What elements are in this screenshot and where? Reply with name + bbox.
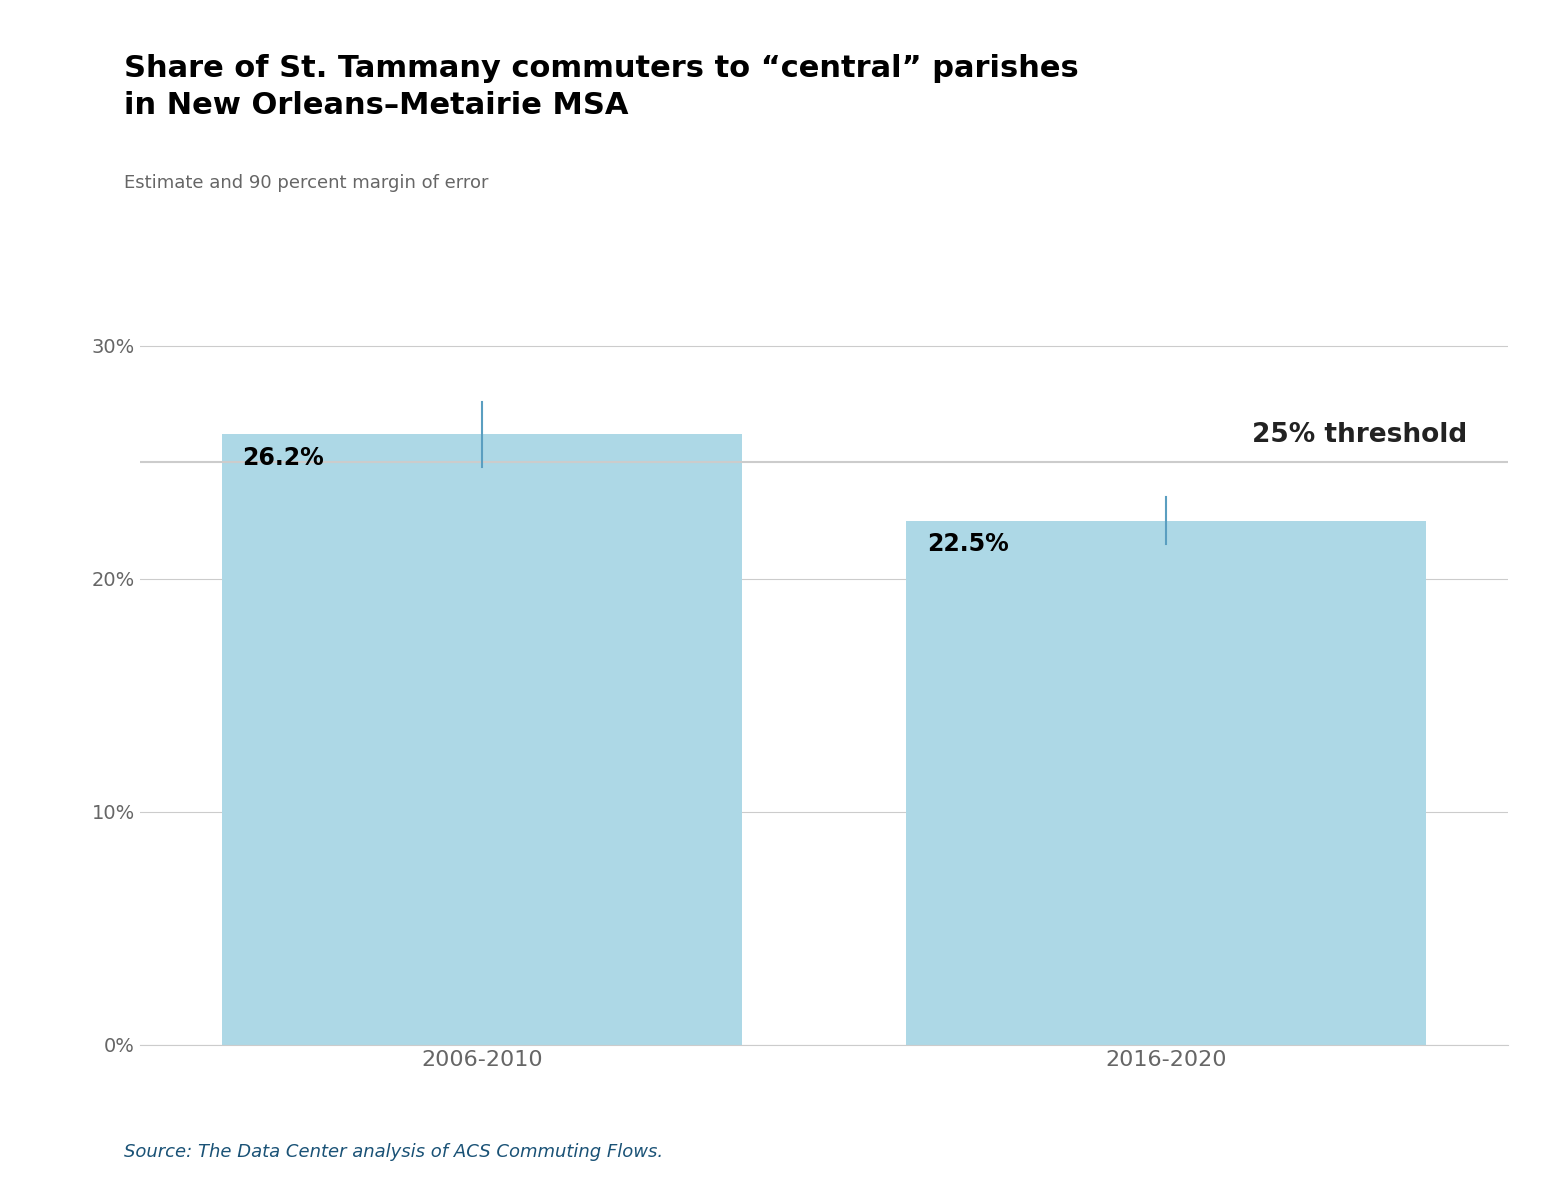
Text: 25% threshold: 25% threshold [1252, 423, 1468, 448]
Text: Share of St. Tammany commuters to “central” parishes
in New Orleans–Metairie MSA: Share of St. Tammany commuters to “centr… [124, 54, 1079, 120]
Text: Estimate and 90 percent margin of error: Estimate and 90 percent margin of error [124, 174, 488, 192]
Text: 26.2%: 26.2% [243, 446, 325, 470]
Bar [907, 520, 1426, 1045]
Text: Source: The Data Center analysis of ACS Commuting Flows.: Source: The Data Center analysis of ACS … [124, 1143, 664, 1161]
Text: 22.5%: 22.5% [927, 532, 1009, 556]
Bar [222, 435, 742, 1045]
